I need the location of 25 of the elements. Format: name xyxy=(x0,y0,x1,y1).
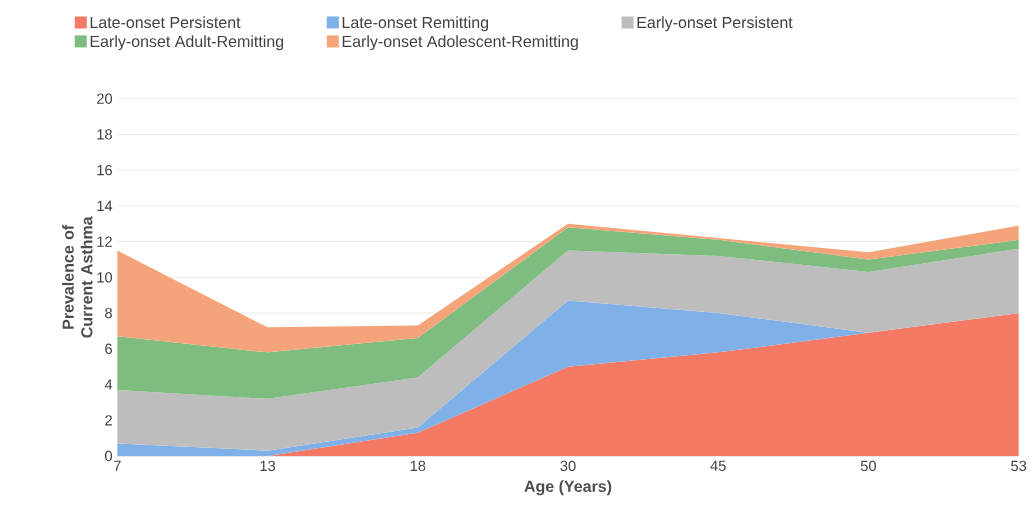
y-tick-label: 10 xyxy=(97,272,113,283)
y-tick-label: 0 xyxy=(105,450,113,462)
x-tick-label: 45 xyxy=(710,460,726,472)
y-tick-label: 6 xyxy=(105,343,112,355)
y-tick-label: 18 xyxy=(97,129,112,140)
y-tick-label: 8 xyxy=(105,308,112,319)
legend-label: Early-onset Adolescent-Remitting xyxy=(342,35,578,51)
x-axis-title: Age (Years) xyxy=(524,480,612,496)
legend-label: Late-onset Remitting xyxy=(342,16,489,32)
y-tick-label: 14 xyxy=(97,201,113,212)
x-tick-label: 7 xyxy=(114,460,121,471)
x-tick-label: 30 xyxy=(560,460,576,472)
legend-label: Late-onset Persistent xyxy=(90,16,241,29)
y-tick-label: 16 xyxy=(97,165,112,176)
x-tick-label: 13 xyxy=(260,460,276,472)
legend-label: Early-onset Persistent xyxy=(637,16,793,32)
y-axis-title: Prevalence of Current Asthma xyxy=(62,216,93,338)
x-tick-label: 50 xyxy=(860,460,877,472)
y-tick-label: 12 xyxy=(97,236,112,247)
x-tick-label: 53 xyxy=(1011,460,1027,472)
y-tick-label: 4 xyxy=(104,379,113,390)
legend-label: Early-onset Adult-Remitting xyxy=(90,35,284,51)
y-tick-label: 20 xyxy=(97,93,113,105)
y-tick-label: 2 xyxy=(105,415,112,426)
x-tick-label: 18 xyxy=(410,460,426,472)
